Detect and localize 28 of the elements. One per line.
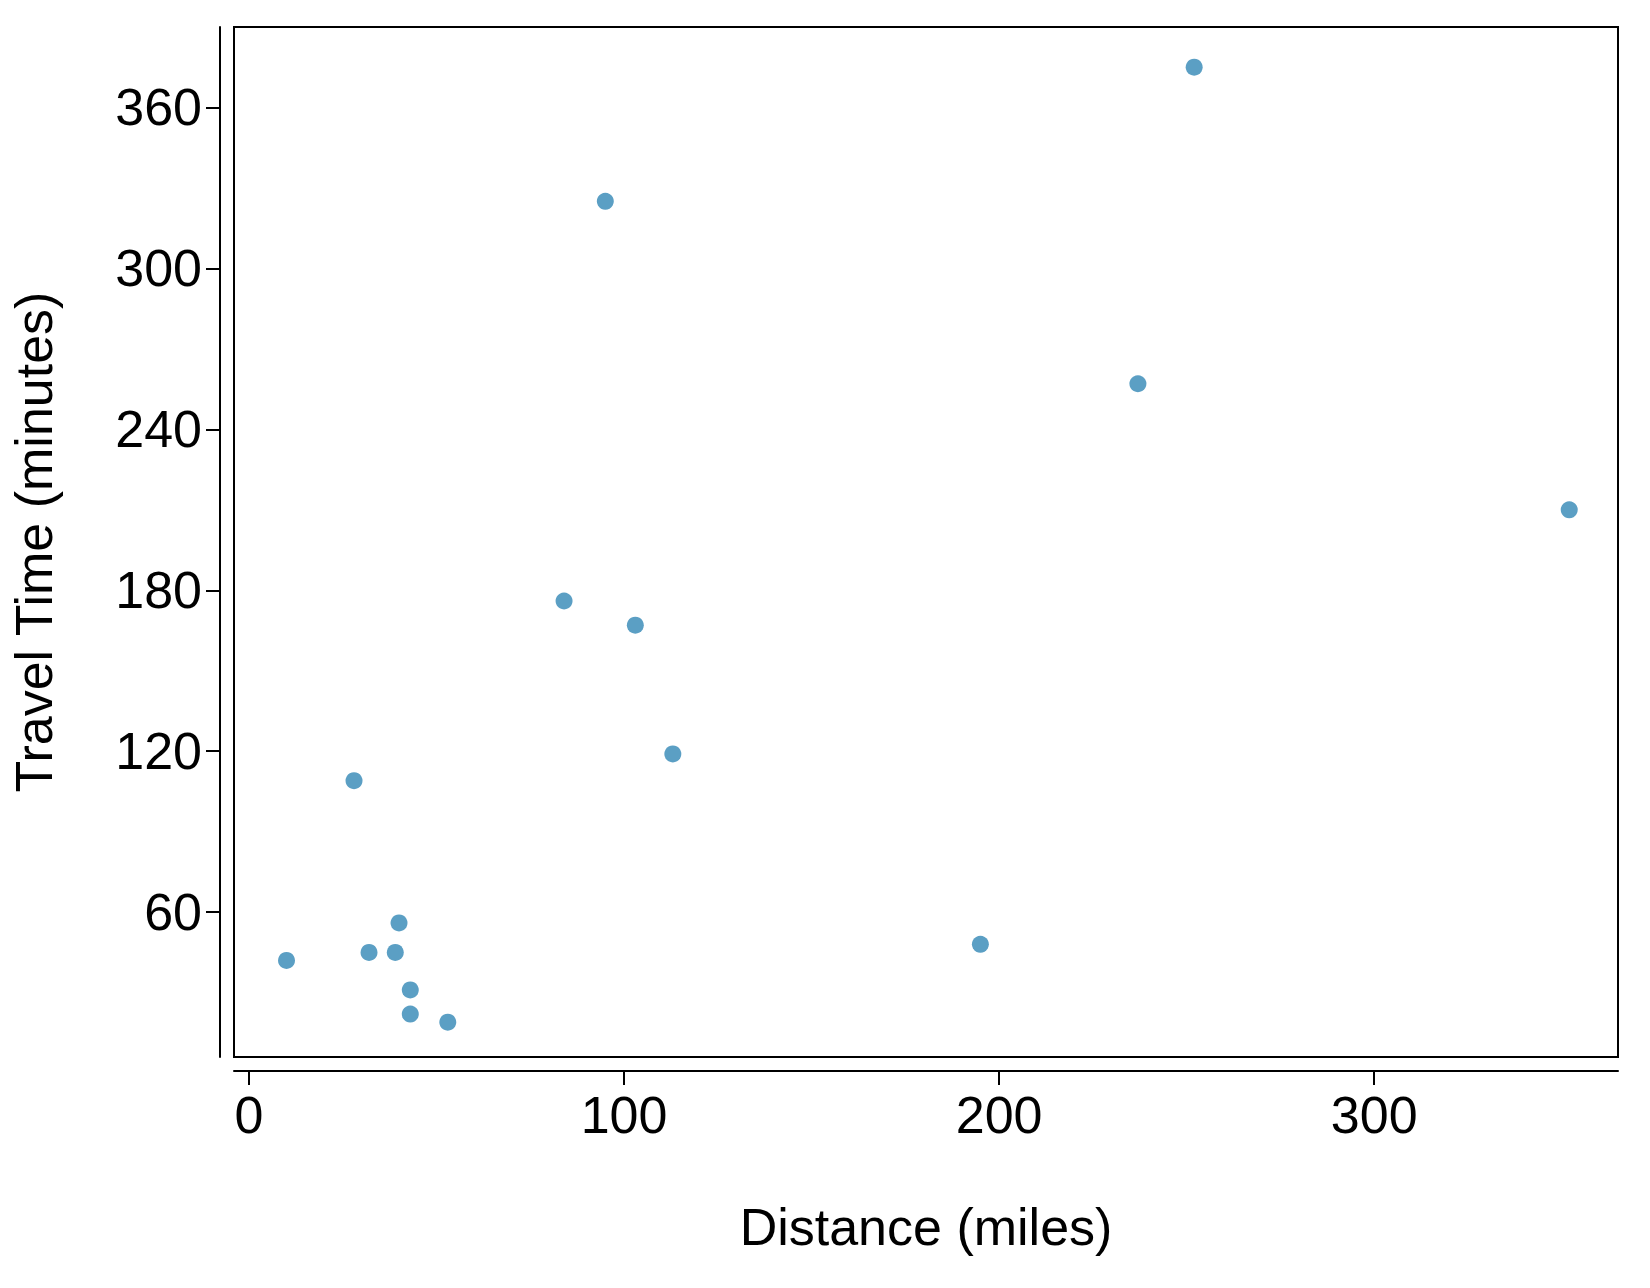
y-tick-label: 240	[115, 400, 202, 459]
y-tick-label: 360	[115, 78, 202, 137]
point	[1129, 375, 1147, 393]
x-tick-label: 100	[580, 1086, 668, 1144]
point	[345, 772, 363, 790]
y-axis-title: Travel Time (minutes)	[5, 291, 63, 793]
point	[386, 943, 404, 961]
point	[401, 981, 419, 999]
y-tick-label: 60	[144, 883, 202, 942]
point	[626, 616, 644, 634]
y-tick-label: 180	[115, 561, 202, 620]
point	[390, 914, 408, 932]
x-tick-label: 200	[955, 1086, 1043, 1144]
point	[971, 935, 989, 953]
point	[360, 943, 378, 961]
x-axis-title: Distance (miles)	[739, 1198, 1113, 1256]
point	[664, 745, 682, 763]
point	[596, 192, 614, 210]
y-tick-label: 120	[115, 722, 202, 781]
x-tick-label: 300	[1330, 1086, 1418, 1144]
point	[439, 1013, 457, 1031]
point	[1560, 501, 1578, 519]
y-tick-label: 300	[115, 239, 202, 298]
x-tick-label: 0	[234, 1086, 264, 1144]
point	[555, 592, 573, 610]
point	[1185, 58, 1203, 76]
point	[401, 1005, 419, 1023]
point	[278, 951, 296, 969]
